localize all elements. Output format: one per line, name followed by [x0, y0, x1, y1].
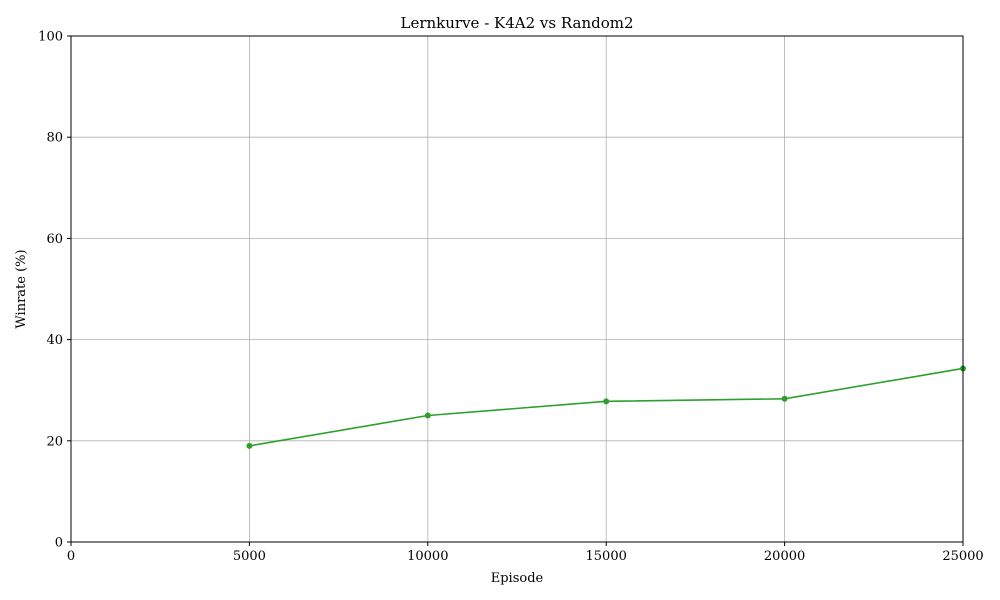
x-tick-label: 10000 [407, 549, 448, 564]
y-tick-label: 0 [55, 536, 63, 551]
x-tick-label: 20000 [764, 549, 805, 564]
series-layer [246, 365, 966, 449]
y-axis-label: Winrate (%) [14, 249, 29, 328]
x-axis-ticks: 0 5000 10000 15000 20000 25000 [67, 542, 984, 564]
data-point [424, 412, 431, 419]
y-tick-label: 100 [38, 30, 63, 45]
y-tick-label: 60 [46, 232, 63, 247]
x-tick-label: 25000 [942, 549, 983, 564]
x-tick-label: 0 [67, 549, 75, 564]
y-axis-ticks: 0 20 40 60 80 100 [38, 30, 71, 551]
y-tick-label: 80 [46, 131, 63, 146]
x-axis-label: Episode [491, 571, 544, 586]
plot-frame [70, 35, 964, 543]
data-point [603, 398, 610, 405]
grid-lines [70, 35, 964, 543]
data-point [781, 395, 788, 402]
y-tick-label: 20 [46, 434, 63, 449]
x-tick-label: 15000 [586, 549, 627, 564]
data-point [246, 442, 253, 449]
x-tick-label: 5000 [233, 549, 266, 564]
y-tick-label: 40 [46, 333, 63, 348]
chart-title: Lernkurve - K4A2 vs Random2 [400, 14, 633, 32]
